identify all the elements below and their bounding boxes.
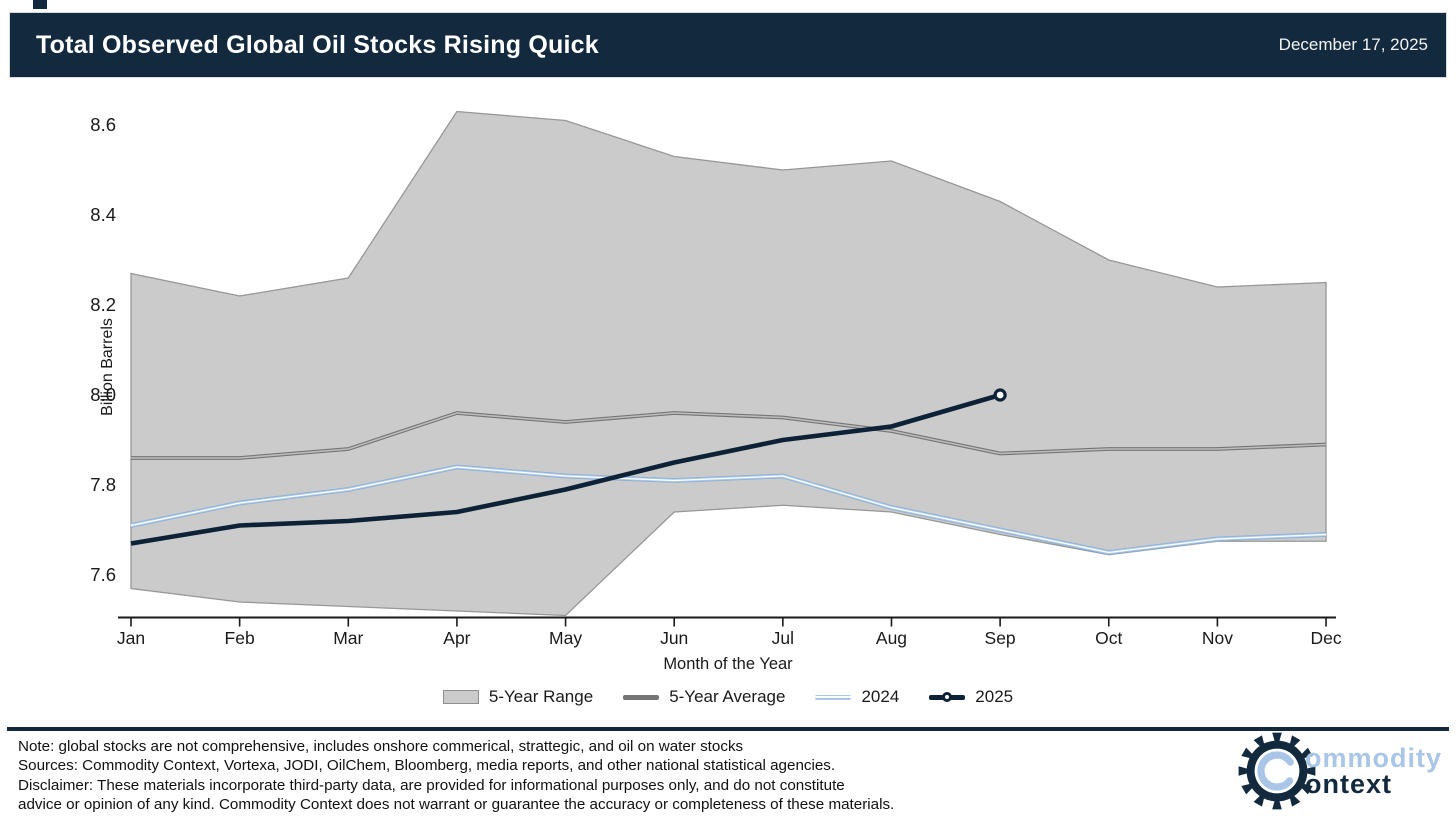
line-2025-swatch-icon: [929, 691, 966, 702]
x-tick-label: Dec: [1310, 628, 1342, 648]
x-axis-title: Month of the Year: [663, 655, 793, 673]
x-tick-label: Feb: [224, 628, 255, 648]
line-2024-edge: [130, 464, 1327, 555]
legend-item-average: 5-Year Average: [623, 687, 785, 707]
five-year-average-line-core: [131, 412, 1327, 459]
legend-item-range: 5-Year Range: [442, 687, 594, 707]
legend-item-2025: 2025: [929, 687, 1013, 707]
footer-divider: [7, 727, 1449, 731]
page-title: Total Observed Global Oil Stocks Rising …: [36, 30, 599, 59]
line-2025: [130, 392, 1001, 546]
average-line-swatch-icon: [623, 694, 660, 700]
legend-label: 2025: [975, 687, 1014, 706]
line-2024: [130, 465, 1327, 554]
gear-icon: [1238, 732, 1316, 810]
range-swatch-icon: [442, 690, 479, 704]
x-tick-label: Oct: [1095, 628, 1123, 648]
line-2024-swatch-icon: [815, 694, 852, 700]
y-tick-label: 8.6: [90, 114, 116, 135]
legend-label: 5-Year Average: [669, 687, 786, 706]
commodity-context-logo: ommodity ontext: [1237, 731, 1442, 811]
legend-label: 2024: [861, 687, 900, 706]
top-edge-artifact: [33, 0, 47, 9]
logo-text: ommodity ontext: [1304, 743, 1442, 799]
y-tick-label: 8.2: [90, 294, 116, 315]
y-tick-label: 7.6: [90, 564, 116, 585]
x-tick-label: Jun: [660, 628, 689, 648]
footer-sources-line: Sources: Commodity Context, Vortexa, JOD…: [18, 757, 836, 775]
five-year-range-band: [130, 110, 1327, 617]
line-2025-endpoint-marker: [993, 388, 1007, 402]
footer-disclaimer-line2: advice or opinion of any kind. Commodity…: [18, 795, 895, 813]
x-tick-label: Mar: [333, 628, 364, 648]
x-tick-label: Sep: [984, 628, 1016, 648]
line-2024-core: [130, 466, 1327, 554]
x-tick-label: May: [549, 628, 583, 648]
header-bar: Total Observed Global Oil Stocks Rising …: [10, 13, 1446, 77]
footer-note-line: Note: global stocks are not comprehensiv…: [18, 738, 744, 755]
legend-label: 5-Year Range: [488, 687, 594, 706]
footer-notes: Note: global stocks are not comprehensiv…: [18, 737, 1178, 814]
y-axis-title: Billion Barrels: [99, 318, 116, 416]
x-tick-label: Apr: [443, 628, 471, 648]
y-tick-label: 8.0: [90, 384, 116, 405]
legend-item-2024: 2024: [815, 687, 899, 707]
y-tick-label: 7.8: [90, 474, 116, 495]
chart-legend: 5-Year Range 5-Year Average 2024 2025: [0, 687, 1456, 707]
x-tick-label: Aug: [875, 628, 908, 648]
y-tick-label: 8.4: [90, 204, 116, 225]
five-year-average-line: [131, 411, 1327, 460]
x-tick-label: Jul: [771, 628, 795, 648]
x-tick-label: Nov: [1201, 628, 1233, 648]
x-tick-label: Jan: [116, 628, 146, 648]
footer-disclaimer-line: Disclaimer: These materials incorporate …: [18, 776, 845, 794]
header-date: December 17, 2025: [1278, 35, 1428, 54]
